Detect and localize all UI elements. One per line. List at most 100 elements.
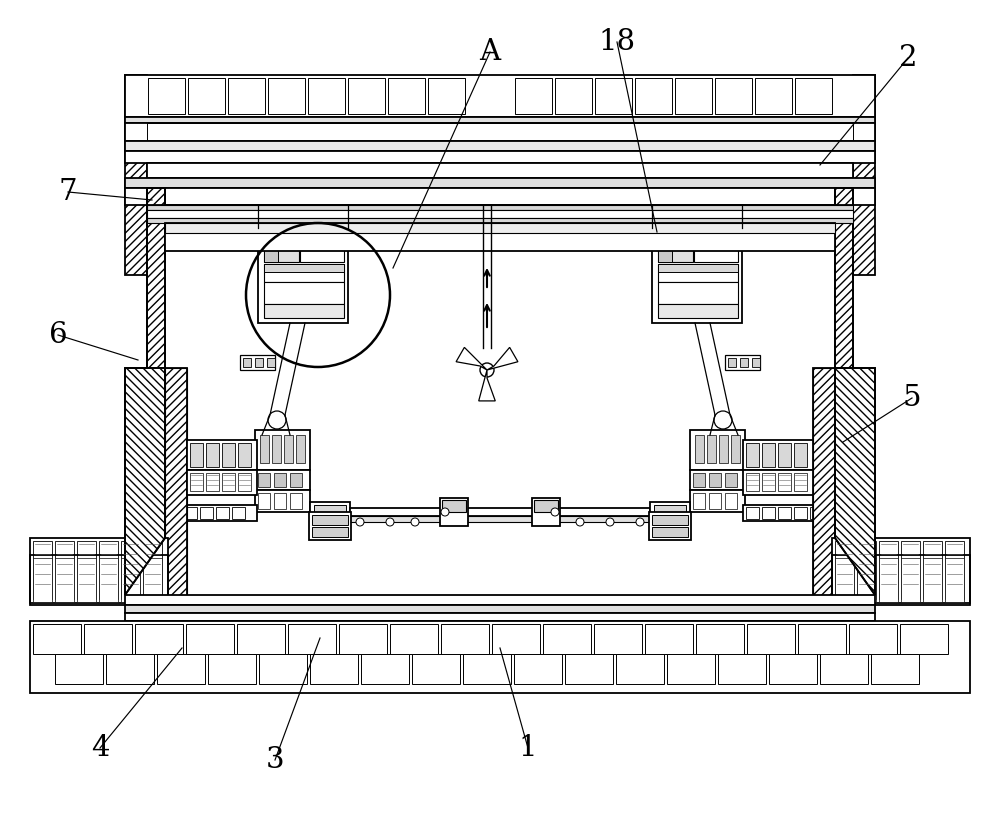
Polygon shape [487,348,518,370]
Bar [412,654,460,684]
Bar [709,473,721,487]
Bar [272,435,281,463]
Bar [725,493,737,509]
Bar [255,430,310,470]
Bar [165,505,257,521]
Circle shape [636,518,644,526]
Bar [121,558,140,602]
Bar [361,654,409,684]
Bar [871,654,919,684]
Bar [274,473,286,487]
Bar [33,558,52,602]
Circle shape [268,411,286,429]
Bar [143,558,162,602]
Bar [125,151,875,163]
Bar [312,527,348,537]
Bar [143,541,162,599]
Bar [795,78,832,114]
Bar [264,264,344,282]
Bar [222,443,235,467]
Circle shape [606,518,614,526]
Bar [755,78,792,114]
Bar [186,624,234,654]
Bar [743,440,813,470]
Bar [30,555,168,605]
Bar [187,470,257,495]
Bar [707,435,716,463]
Bar [33,541,52,599]
Bar [147,188,165,373]
Bar [658,282,738,304]
Bar [769,654,817,684]
Bar [348,78,385,114]
Text: 3: 3 [266,746,284,774]
Bar [208,654,256,684]
Bar [188,78,225,114]
Circle shape [480,363,494,377]
Bar [125,123,875,141]
Bar [121,541,140,599]
Bar [168,507,181,519]
Bar [310,502,350,524]
Bar [125,75,147,275]
Bar [532,498,560,526]
Bar [106,654,154,684]
Bar [339,624,387,654]
Bar [534,500,558,512]
Bar [267,358,275,367]
Bar [945,541,964,599]
Bar [264,264,344,272]
Bar [206,443,219,467]
Bar [853,75,875,275]
Bar [945,558,964,602]
Bar [30,621,970,693]
Bar [555,78,592,114]
Bar [258,473,270,487]
Bar [238,473,251,491]
Bar [693,493,705,509]
Polygon shape [479,370,495,401]
Bar [157,654,205,684]
Circle shape [411,518,419,526]
Bar [652,515,688,525]
Bar [515,78,552,114]
Bar [308,78,345,114]
Bar [690,490,745,512]
Bar [835,558,854,602]
Bar [762,443,775,467]
Bar [312,515,348,525]
Bar [147,205,853,210]
Bar [645,624,693,654]
Bar [923,558,942,602]
Text: 7: 7 [59,178,77,206]
Bar [264,304,344,318]
Bar [798,624,846,654]
Bar [794,473,807,491]
Bar [206,473,219,491]
Bar [849,624,897,654]
Bar [147,218,853,223]
Bar [743,470,813,495]
Circle shape [576,518,584,526]
Bar [728,358,736,367]
Bar [690,430,745,470]
Bar [187,440,257,470]
Polygon shape [835,368,875,595]
Bar [147,210,853,218]
Text: 18: 18 [598,28,636,56]
Bar [440,498,468,526]
Text: 6: 6 [49,321,67,349]
Bar [268,78,305,114]
Bar [290,493,302,509]
Bar [125,141,875,151]
Bar [778,473,791,491]
Text: A: A [479,38,501,66]
Bar [658,304,738,318]
Bar [255,358,263,367]
Bar [725,473,737,487]
Bar [147,188,165,373]
Bar [693,473,705,487]
Bar [77,541,96,599]
Bar [135,624,183,654]
Bar [184,507,197,519]
